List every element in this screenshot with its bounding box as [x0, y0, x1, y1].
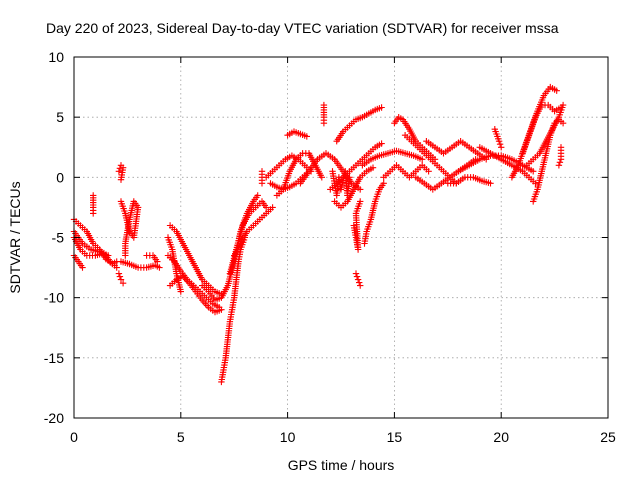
- data-point: [113, 264, 120, 271]
- series-sat-p: [218, 234, 249, 386]
- y-tick-label: 10: [48, 49, 64, 65]
- x-tick-label: 25: [600, 429, 616, 445]
- data-point: [559, 101, 567, 109]
- series-sat-ah: [380, 162, 432, 181]
- data-point: [122, 252, 129, 259]
- y-tick-label: -10: [44, 290, 64, 306]
- x-tick-label: 15: [387, 429, 403, 445]
- data-point: [119, 280, 127, 287]
- y-tick-label: 0: [56, 169, 64, 185]
- series-sat-ar: [519, 101, 565, 157]
- data-point: [356, 279, 363, 286]
- data-point: [495, 138, 503, 145]
- y-tick-label: -20: [44, 410, 64, 426]
- series-sat-f: [115, 162, 127, 183]
- y-tick-label: -5: [52, 230, 65, 246]
- data-point: [117, 176, 125, 183]
- x-axis-label: GPS time / hours: [288, 457, 395, 473]
- series-sat-am: [444, 174, 494, 187]
- data-point: [154, 258, 161, 265]
- data-point: [115, 270, 123, 277]
- series-sat-z: [333, 104, 385, 145]
- data-point: [419, 156, 426, 163]
- data-point: [380, 180, 387, 187]
- data-point: [378, 104, 385, 111]
- series-sat-x: [320, 101, 328, 127]
- data-point: [318, 174, 325, 181]
- series-sat-g: [115, 270, 127, 287]
- data-point: [263, 204, 270, 211]
- data-point: [425, 168, 432, 175]
- data-point: [496, 141, 504, 148]
- data-point: [117, 276, 125, 283]
- series-sat-w: [284, 128, 310, 140]
- x-tick-label: 0: [70, 429, 78, 445]
- y-tick-label: -15: [44, 350, 64, 366]
- data-point: [346, 174, 353, 181]
- data-point: [320, 120, 328, 127]
- data-point: [357, 186, 364, 193]
- data-point: [90, 210, 97, 217]
- data-point: [555, 162, 563, 169]
- series-sat-i: [117, 258, 163, 271]
- data-point: [105, 252, 112, 259]
- series-sat-j: [143, 252, 161, 265]
- data-point: [303, 133, 310, 140]
- series-sat-au: [555, 144, 565, 169]
- series-sat-ad: [350, 198, 364, 253]
- data-point: [357, 282, 364, 289]
- series-sat-y: [297, 150, 364, 193]
- series-sat-ac: [329, 168, 353, 199]
- series-sat-af: [361, 180, 387, 247]
- data-point: [177, 288, 184, 295]
- data-point: [357, 198, 364, 205]
- series-sat-s: [258, 168, 266, 187]
- series-sat-ae: [352, 270, 364, 289]
- series-sat-r: [231, 204, 276, 259]
- series-sat-m: [166, 272, 225, 316]
- x-tick-label: 5: [177, 429, 185, 445]
- series-sat-ag: [359, 147, 426, 169]
- data-point: [378, 140, 385, 147]
- y-axis-label: SDTVAR / TECUs: [7, 181, 23, 293]
- chart-title: Day 220 of 2023, Sidereal Day-to-day VTE…: [46, 20, 559, 36]
- data-point: [557, 156, 565, 163]
- data-point: [156, 264, 163, 271]
- data-point: [369, 164, 377, 171]
- series-sat-ap: [491, 126, 505, 151]
- data-point: [269, 204, 276, 211]
- x-tick-label: 20: [493, 429, 509, 445]
- data-point: [559, 120, 567, 127]
- series-sat-h: [117, 198, 142, 259]
- data-point: [354, 276, 362, 283]
- data-point: [115, 168, 123, 175]
- series-sat-e: [90, 192, 97, 217]
- axis-ticks: 0 5 10 15 20 25 -20 -15 -10 -5 0 5 10: [44, 49, 616, 445]
- series-sat-n: [164, 234, 184, 295]
- x-tick-label: 10: [280, 429, 296, 445]
- data-point: [258, 180, 266, 187]
- series-sat-c: [70, 228, 112, 259]
- data-point: [498, 144, 505, 151]
- data-point: [353, 273, 361, 280]
- data-point: [556, 159, 564, 166]
- grid: [74, 57, 608, 418]
- data-point: [530, 168, 537, 175]
- data-point: [218, 306, 225, 313]
- series-sat-at: [523, 101, 567, 169]
- y-tick-label: 5: [56, 109, 64, 125]
- data-point: [553, 87, 560, 94]
- data-point: [352, 270, 360, 277]
- series-sat-ab: [331, 164, 377, 211]
- data-point: [116, 273, 124, 280]
- series-sat-d: [70, 252, 86, 271]
- data-marks: [70, 83, 567, 386]
- data-point: [79, 264, 86, 271]
- series-sat-k: [166, 222, 225, 298]
- data-point: [487, 180, 494, 187]
- data-point: [254, 192, 261, 199]
